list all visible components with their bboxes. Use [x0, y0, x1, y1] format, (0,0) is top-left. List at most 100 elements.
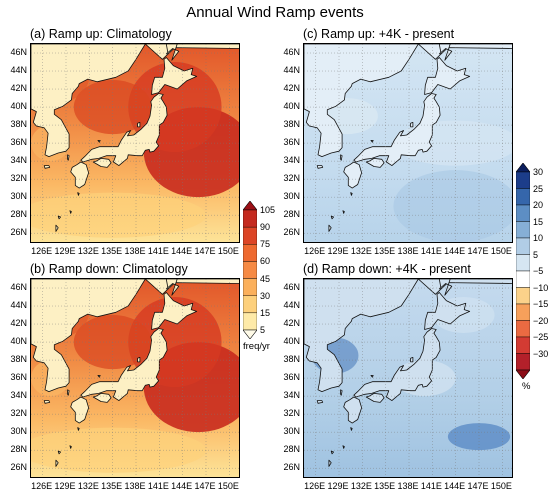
lon-tick-label: 126E	[31, 246, 53, 256]
lon-tick-label: 129E	[54, 246, 76, 256]
lat-tick-label: 36N	[10, 137, 27, 148]
panel-a-title: (a) Ramp up: Climatology	[30, 27, 172, 41]
colorbar-clim-label: 75	[260, 239, 271, 250]
lat-tick-label: 30N	[10, 426, 27, 437]
lon-tick-label: 141E	[420, 246, 442, 256]
colorbar-diff-label: −5	[533, 266, 544, 276]
map-panel-a	[30, 43, 240, 243]
colorbar-clim-svg	[242, 200, 258, 340]
lat-tick-label: 42N	[10, 318, 27, 329]
lat-tick-label: 38N	[10, 354, 27, 365]
colorbar-clim-label: 5	[260, 325, 266, 335]
lat-tick-label: 28N	[283, 209, 300, 220]
lon-tick-label: 138E	[397, 481, 419, 491]
lat-tick-label: 44N	[10, 65, 27, 76]
lon-tick-label: 135E	[101, 246, 123, 256]
colorbar-difference	[515, 162, 531, 380]
lon-tick-label: 147E	[467, 246, 489, 256]
panel-d-title: (d) Ramp down: +4K - present	[303, 262, 471, 276]
lon-tick-label: 132E	[77, 481, 99, 491]
lon-tick-label: 129E	[327, 481, 349, 491]
lon-tick-label: 129E	[54, 481, 76, 491]
lon-tick-label: 144E	[171, 481, 193, 491]
lon-tick-label: 147E	[467, 481, 489, 491]
lat-tick-label: 40N	[10, 336, 27, 347]
colorbar-clim-label: 30	[260, 290, 271, 301]
lon-tick-label: 141E	[420, 481, 442, 491]
lat-tick-label: 26N	[10, 227, 27, 238]
lon-tick-label: 150E	[490, 481, 512, 491]
lon-tick-label: 144E	[444, 481, 466, 491]
lat-tick-label: 38N	[283, 354, 300, 365]
lat-tick-label: 42N	[283, 318, 300, 329]
colorbar-diff-label: 5	[533, 249, 539, 260]
panel-b-title: (b) Ramp down: Climatology	[30, 262, 188, 276]
lat-tick-label: 30N	[10, 191, 27, 202]
lon-tick-label: 138E	[124, 481, 146, 491]
colorbar-climatology	[242, 200, 258, 340]
lat-tick-label: 34N	[283, 390, 300, 401]
colorbar-diff-label: −15	[533, 299, 549, 309]
figure-title: Annual Wind Ramp events	[186, 4, 364, 21]
lon-tick-label: 138E	[397, 246, 419, 256]
colorbar-clim-label: 90	[260, 222, 271, 233]
lon-tick-label: 141E	[147, 246, 169, 256]
lat-tick-label: 40N	[283, 336, 300, 347]
lat-tick-label: 42N	[10, 83, 27, 94]
colorbar-diff-label: 25	[533, 183, 544, 194]
lon-tick-label: 150E	[217, 481, 239, 491]
lon-tick-label: 147E	[194, 481, 216, 491]
colorbar-diff-label: 15	[533, 216, 544, 227]
map-svg-a	[31, 44, 239, 242]
lat-tick-label: 38N	[283, 119, 300, 130]
colorbar-clim-label: 45	[260, 273, 271, 284]
lon-tick-label: 144E	[444, 246, 466, 256]
lon-tick-label: 135E	[374, 481, 396, 491]
lon-tick-label: 126E	[304, 246, 326, 256]
lat-tick-label: 28N	[283, 444, 300, 455]
colorbar-diff-label: −20	[533, 315, 549, 326]
lat-tick-label: 44N	[283, 300, 300, 311]
lat-tick-label: 32N	[283, 173, 300, 184]
lat-tick-label: 34N	[10, 155, 27, 166]
colorbar-diff-label: −30	[533, 348, 549, 359]
lat-tick-label: 42N	[283, 83, 300, 94]
lon-tick-label: 144E	[171, 246, 193, 256]
colorbar-diff-label: −10	[533, 282, 549, 293]
lat-tick-label: 34N	[10, 390, 27, 401]
lat-tick-label: 46N	[283, 47, 300, 57]
map-svg-c	[304, 44, 512, 242]
lat-tick-label: 36N	[283, 372, 300, 383]
lat-tick-label: 30N	[283, 426, 300, 437]
lat-tick-label: 40N	[10, 101, 27, 112]
lat-tick-label: 36N	[283, 137, 300, 148]
lat-tick-label: 28N	[10, 209, 27, 220]
map-panel-c	[303, 43, 513, 243]
lat-tick-label: 30N	[283, 191, 300, 202]
lat-tick-label: 34N	[283, 155, 300, 166]
map-panel-d	[303, 278, 513, 478]
colorbar-diff-label: −25	[533, 332, 549, 342]
lon-tick-label: 138E	[124, 246, 146, 256]
colorbar-clim-unit: freq/yr	[243, 341, 270, 352]
colorbar-diff-unit: %	[522, 381, 531, 392]
lat-tick-label: 32N	[10, 173, 27, 184]
colorbar-clim-label: 15	[260, 307, 271, 318]
lat-tick-label: 44N	[283, 65, 300, 76]
lon-tick-label: 126E	[31, 481, 53, 491]
colorbar-diff-label: 10	[533, 233, 544, 243]
lat-tick-label: 32N	[283, 408, 300, 419]
lon-tick-label: 150E	[217, 246, 239, 256]
lat-tick-label: 26N	[10, 462, 27, 473]
lat-tick-label: 36N	[10, 372, 27, 383]
lon-tick-label: 135E	[374, 246, 396, 256]
lat-tick-label: 32N	[10, 408, 27, 419]
colorbar-diff-label: 30	[533, 167, 544, 177]
lat-tick-label: 46N	[283, 282, 300, 292]
lon-tick-label: 132E	[350, 246, 372, 256]
lon-tick-label: 147E	[194, 246, 216, 256]
lon-tick-label: 132E	[77, 246, 99, 256]
lon-tick-label: 135E	[101, 481, 123, 491]
lon-tick-label: 129E	[327, 246, 349, 256]
panel-c-title: (c) Ramp up: +4K - present	[303, 27, 455, 41]
